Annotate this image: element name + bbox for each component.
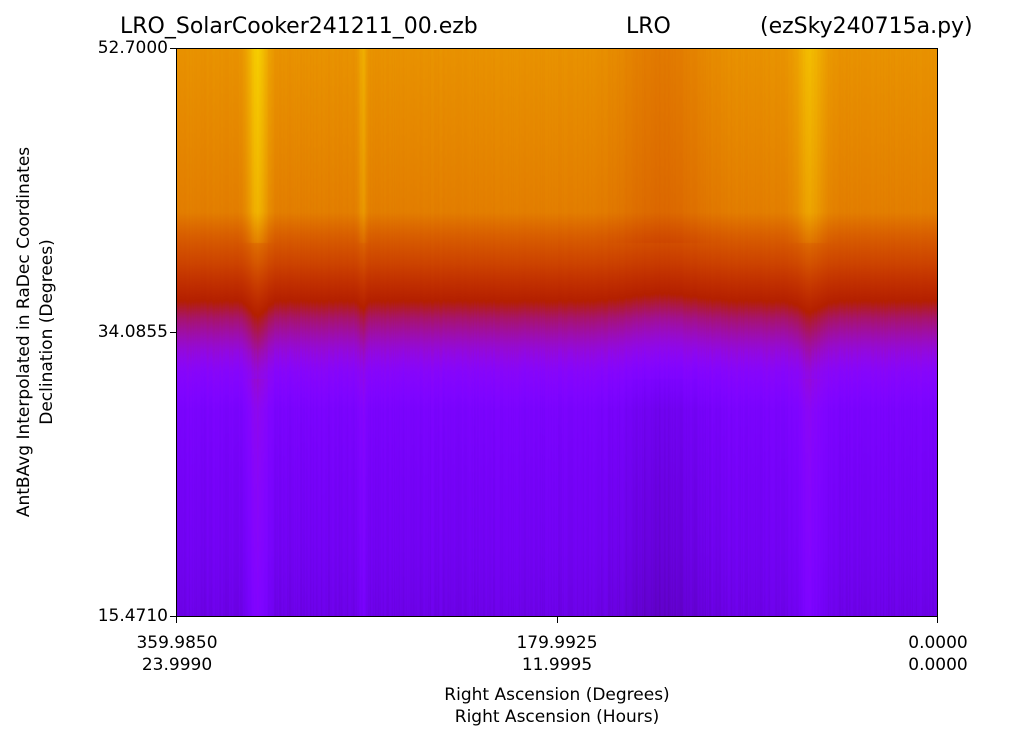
x-tick-label-right-deg: 0.0000	[908, 633, 968, 653]
y-tick-mark-top	[170, 48, 176, 49]
x-tick-mark-right	[937, 617, 938, 623]
y-tick-label-top: 52.7000	[97, 38, 168, 58]
x-tick-label-middle-hours: 11.9995	[521, 655, 593, 675]
x-tick-label-left-deg: 359.9850	[136, 633, 218, 653]
y-axis-label-declination: Declination (Degrees)	[37, 239, 57, 425]
chart-title-site: LRO	[626, 14, 671, 39]
y-tick-mark-middle	[170, 332, 176, 333]
y-tick-label-middle: 34.0855	[97, 322, 168, 342]
y-axis-label-source: AntBAvg Interpolated in RaDec Coordinate…	[14, 146, 34, 518]
heatmap-plot-area	[176, 48, 938, 617]
x-tick-mark-middle	[557, 617, 558, 623]
x-tick-label-left-hours: 23.9990	[141, 655, 213, 675]
x-axis-label-degrees: Right Ascension (Degrees)	[444, 685, 670, 705]
x-axis-label-hours: Right Ascension (Hours)	[454, 707, 660, 727]
heatmap-image	[177, 49, 937, 616]
y-tick-label-bottom: 15.4710	[97, 606, 168, 626]
x-tick-label-middle-deg: 179.9925	[516, 633, 598, 653]
y-tick-mark-bottom	[170, 616, 176, 617]
x-tick-mark-left	[176, 617, 177, 623]
x-tick-label-right-hours: 0.0000	[908, 655, 968, 675]
chart-title-file: LRO_SolarCooker241211_00.ezb	[120, 14, 478, 39]
chart-title-script: (ezSky240715a.py)	[760, 14, 973, 39]
